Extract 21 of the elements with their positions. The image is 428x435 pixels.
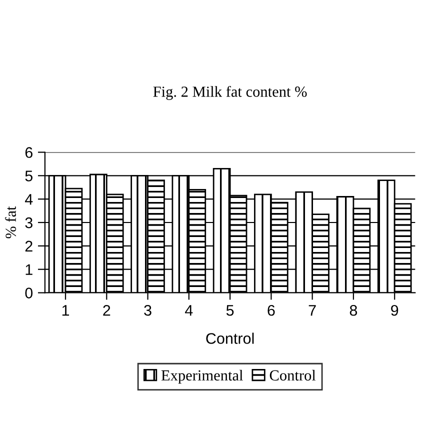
y-tick-label: 4: [24, 194, 33, 205]
x-tick-label: 5: [226, 305, 234, 316]
y-tick-label: 2: [25, 240, 32, 252]
chart-title: Fig. 2 Milk fat content %: [153, 86, 307, 100]
x-tick-label: 1: [62, 305, 70, 316]
legend-label: Control: [270, 370, 316, 381]
x-axis-title: Control: [206, 332, 254, 344]
y-axis-title: % fat: [5, 206, 16, 238]
y-tick-label: 5: [25, 170, 32, 182]
y-tick-label: 3: [25, 217, 32, 228]
x-tick-label: 3: [144, 304, 152, 316]
x-tick-label: 8: [350, 304, 358, 316]
y-tick-label: 1: [26, 264, 32, 275]
x-tick-label: 2: [103, 304, 110, 316]
x-tick-label: 4: [185, 305, 193, 316]
legend-label: Experimental: [161, 370, 243, 384]
y-tick-label: 6: [25, 147, 32, 158]
x-tick-label: 9: [391, 304, 398, 316]
x-tick-label: 6: [268, 304, 275, 316]
x-tick-label: 7: [308, 305, 316, 316]
y-tick-label: 0: [25, 288, 33, 298]
